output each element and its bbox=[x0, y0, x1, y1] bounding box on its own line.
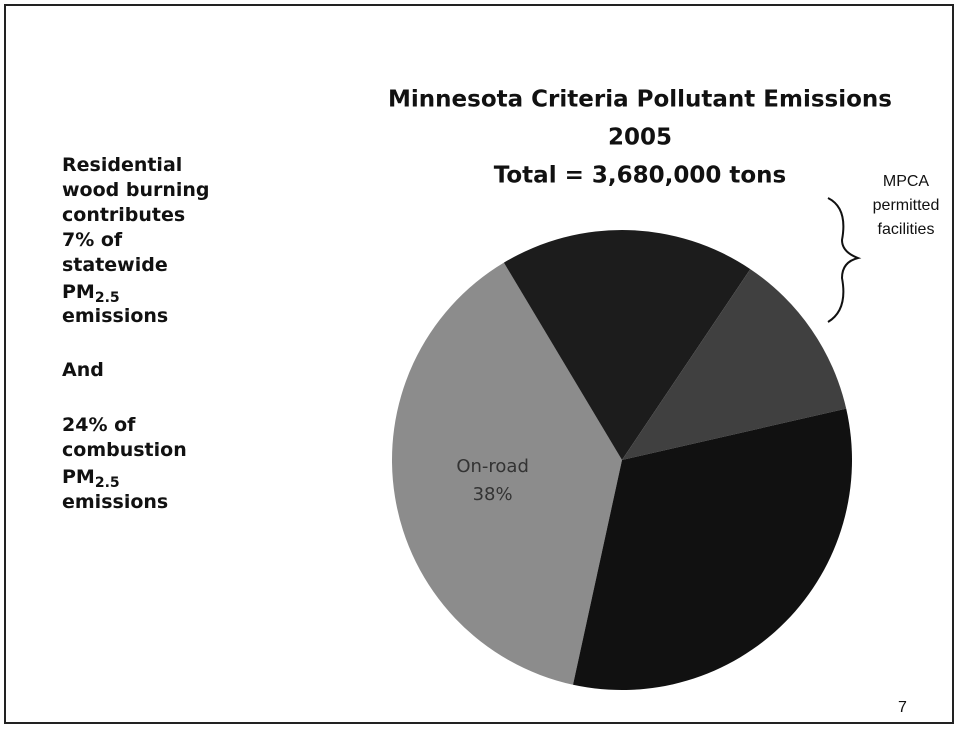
pie-slice bbox=[392, 262, 622, 685]
side-text: combustion bbox=[62, 439, 187, 461]
side-text-part: contributes bbox=[62, 204, 185, 226]
side-text-part: 24% of bbox=[62, 414, 136, 436]
side-text-part: PM bbox=[62, 281, 95, 303]
side-text: Residential bbox=[62, 154, 182, 176]
side-text-part: And bbox=[62, 359, 104, 381]
side-text-part: emissions bbox=[62, 491, 168, 513]
side-text: emissions bbox=[62, 305, 168, 327]
side-text: PM2.5 bbox=[62, 281, 120, 307]
pie-slice bbox=[573, 408, 852, 690]
side-text-part: combustion bbox=[62, 439, 187, 461]
chart-title: Total = 3,680,000 tons bbox=[494, 163, 787, 189]
side-text-part: emissions bbox=[62, 305, 168, 327]
side-text-sub: 2.5 bbox=[95, 290, 120, 306]
page-number: 7 bbox=[898, 699, 907, 716]
chart-title: 2005 bbox=[608, 125, 672, 151]
side-text: contributes bbox=[62, 204, 185, 226]
slice-label: On-road bbox=[456, 456, 529, 477]
side-text: And bbox=[62, 359, 104, 381]
side-text: emissions bbox=[62, 491, 168, 513]
annotation: facilities bbox=[878, 221, 935, 238]
side-text: PM2.5 bbox=[62, 466, 120, 492]
side-text: statewide bbox=[62, 254, 168, 276]
slice-value-label: 38% bbox=[473, 484, 513, 505]
side-text-part: statewide bbox=[62, 254, 168, 276]
side-text: 24% of bbox=[62, 414, 136, 436]
side-text-part: Residential bbox=[62, 154, 182, 176]
side-text-sub: 2.5 bbox=[95, 475, 120, 491]
side-text: 7% of bbox=[62, 229, 123, 251]
side-text-part: PM bbox=[62, 466, 95, 488]
annotation: MPCA bbox=[883, 173, 930, 190]
annotation: permitted bbox=[873, 197, 940, 214]
pie-slice bbox=[622, 269, 847, 460]
bracket bbox=[827, 197, 862, 323]
chart-title: Minnesota Criteria Pollutant Emissions bbox=[388, 87, 892, 113]
side-text-part: 7% of bbox=[62, 229, 123, 251]
side-text: wood burning bbox=[62, 179, 210, 201]
pie-slice bbox=[503, 230, 751, 460]
side-text-part: wood burning bbox=[62, 179, 210, 201]
